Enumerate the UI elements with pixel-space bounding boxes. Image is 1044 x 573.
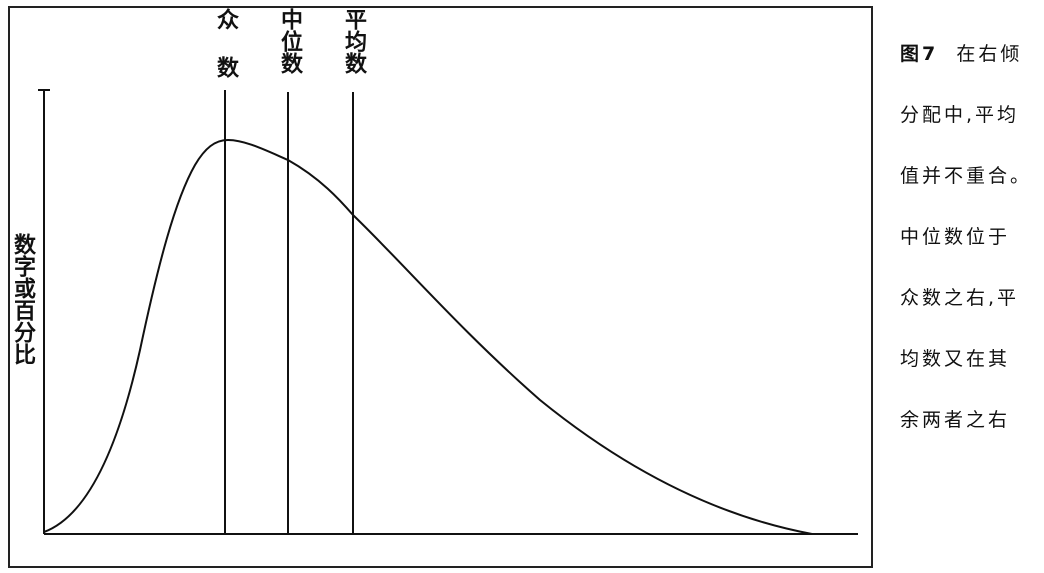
figure-frame <box>8 6 873 568</box>
caption-line-2: 分配中,平均 <box>900 103 1020 126</box>
y-axis-label: 数字或百分比 <box>10 233 35 365</box>
caption-line-3: 值并不重合。 <box>900 164 1033 187</box>
caption-line-5: 众数之右,平 <box>900 286 1020 309</box>
mode-label: 众数 <box>213 8 238 104</box>
caption-line-4: 中位数位于 <box>900 225 1011 248</box>
median-label: 中位数 <box>277 8 302 74</box>
figure-number: 图7 <box>900 42 939 65</box>
distribution-curve <box>43 138 813 535</box>
caption-line-7: 余两者之右 <box>900 408 1011 431</box>
figure-caption: 图7 在右倾 分配中,平均 值并不重合。 中位数位于 众数之右,平 均数又在其 … <box>900 8 1044 435</box>
caption-line-6: 均数又在其 <box>900 347 1011 370</box>
mean-label: 平均数 <box>341 8 366 74</box>
caption-line-1: 在右倾 <box>956 42 1023 65</box>
